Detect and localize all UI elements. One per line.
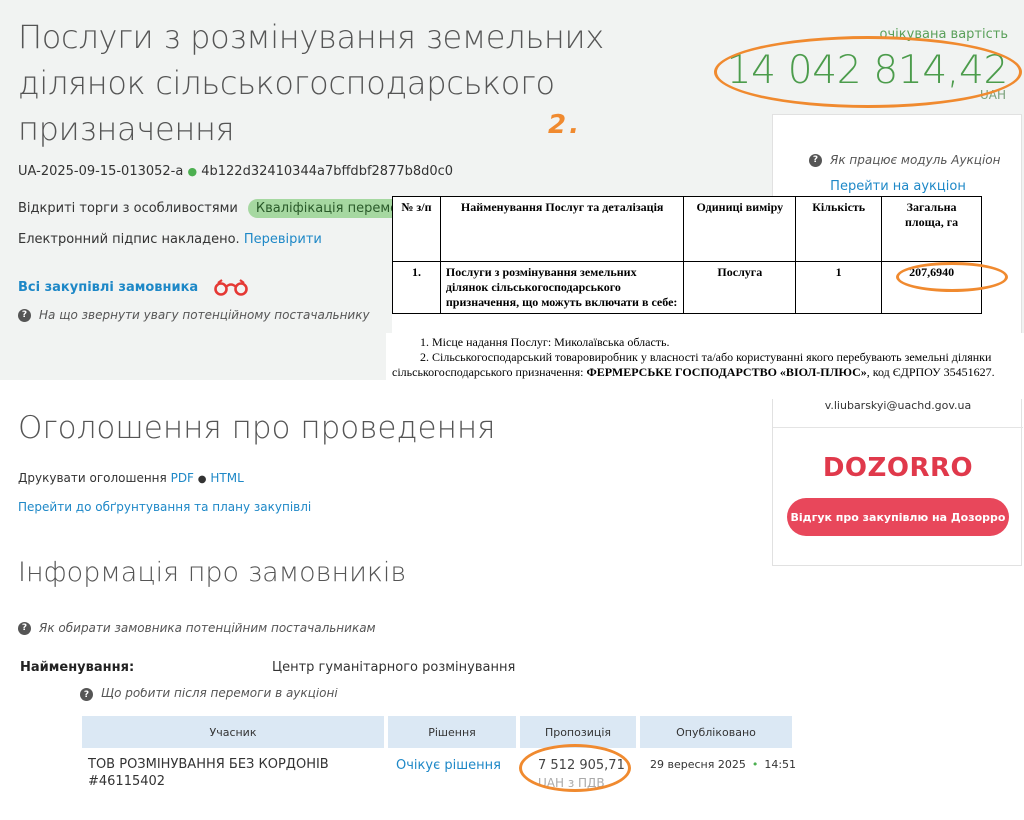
bids-header-decision: Рішення xyxy=(388,716,516,748)
verify-signature-link[interactable]: Перевірити xyxy=(243,232,322,247)
price-highlight-ellipse xyxy=(714,36,1022,108)
choose-customer-hint: Як обирати замовника потенційним постача… xyxy=(39,621,376,635)
how-auction-row[interactable]: ? Як працює модуль Аукціон xyxy=(809,153,1000,167)
bid-participant: ТОВ РОЗМІНУВАННЯ БЕЗ КОРДОНІВ #46115402 xyxy=(88,757,329,789)
tender-hash: 4b122d32410344a7bffdbf2877b8d0c0 xyxy=(201,164,454,179)
annotation-number: 2. xyxy=(548,110,582,140)
question-icon: ? xyxy=(809,153,822,167)
tender-title: Послуги з розмінування земельних ділянок… xyxy=(18,18,604,148)
go-to-auction-link[interactable]: Перейти на аукціон xyxy=(830,179,966,194)
print-announcement-line: Друкувати оголошення PDF ● HTML xyxy=(18,471,244,485)
tender-id: UA-2025-09-15-013052-a xyxy=(18,164,184,179)
doc-note-2: 2. Сільськогосподарський товаровиробник … xyxy=(392,350,1018,380)
doc-table-row: 1. Послуги з розмінування земельних діля… xyxy=(392,261,982,314)
doc-note-1: 1. Місце надання Послуг: Миколаївська об… xyxy=(420,335,670,349)
question-icon: ? xyxy=(18,621,31,635)
document-notes: 1. Місце надання Послуг: Миколаївська об… xyxy=(386,333,1024,399)
doc-row-qty: 1 xyxy=(795,261,883,314)
area-highlight-ellipse xyxy=(896,262,1008,292)
customer-name-value: Центр гуманітарного розмінування xyxy=(272,660,516,675)
doc-row-num: 1. xyxy=(392,261,441,314)
bid-date: 29 вересня 2025 xyxy=(650,758,746,771)
print-label: Друкувати оголошення xyxy=(18,471,167,485)
dozorro-logo: DOZORRO xyxy=(822,453,974,483)
bids-table: Учасник Рішення Пропозиція Опубліковано xyxy=(82,716,792,748)
bid-time: 14:51 xyxy=(764,758,797,771)
how-auction-text: Як працює модуль Аукціон xyxy=(830,153,1001,167)
doc-header-qty: Кількість xyxy=(795,196,883,262)
plan-justification-link[interactable]: Перейти до обґрунтування та плану закупі… xyxy=(18,500,312,514)
doc-row-name: Послуги з розмінування земельних ділянок… xyxy=(439,261,685,314)
question-icon: ? xyxy=(80,688,93,701)
tender-id-line: UA-2025-09-15-013052-a ● 4b122d32410344a… xyxy=(18,164,453,179)
bid-decision-link[interactable]: Очікує рішення xyxy=(396,758,501,773)
customer-name-row: Найменування: Центр гуманітарного розмін… xyxy=(20,660,515,675)
doc-row-unit: Послуга xyxy=(683,261,797,314)
procedure-type-line: Відкриті торги з особливостями Кваліфіка… xyxy=(18,199,435,218)
attention-hint-row[interactable]: ? На що звернути увагу потенційному пост… xyxy=(18,308,370,322)
customer-name-label: Найменування: xyxy=(20,660,135,675)
bids-header-published: Опубліковано xyxy=(640,716,792,748)
all-purchases-link[interactable]: Всі закупівлі замовника xyxy=(18,279,199,295)
bids-header-row: Учасник Рішення Пропозиція Опубліковано xyxy=(82,716,792,748)
bid-highlight-ellipse xyxy=(519,744,631,792)
announcement-title: Оголошення про проведення xyxy=(18,410,496,446)
all-purchases-row: Всі закупівлі замовника xyxy=(18,278,250,296)
document-excerpt-table: № з/п Найменування Послуг та деталізація… xyxy=(392,196,982,333)
customers-title: Інформація про замовників xyxy=(18,557,407,588)
separator-dot: ● xyxy=(187,165,198,178)
bid-published: 29 вересня 2025 • 14:51 xyxy=(650,758,796,771)
after-win-hint: Що робити після перемоги в аукціоні xyxy=(101,688,338,700)
doc-note-2-suffix: , код ЄДРПОУ 35451627. xyxy=(866,365,995,379)
procedure-type: Відкриті торги з особливостями xyxy=(18,201,238,216)
choose-customer-hint-row[interactable]: ? Як обирати замовника потенційним поста… xyxy=(18,621,376,635)
signature-text: Електронний підпис накладено. xyxy=(18,232,240,247)
attention-hint: На що звернути увагу потенційному постач… xyxy=(39,308,370,322)
doc-table-header-row: № з/п Найменування Послуг та деталізація… xyxy=(392,196,982,262)
print-pdf-link[interactable]: PDF xyxy=(170,471,194,485)
question-icon: ? xyxy=(18,308,31,322)
contact-email[interactable]: v.liubarskyi@uachd.gov.ua xyxy=(824,399,972,412)
status-badge: Кваліфікація переможця xyxy=(247,199,435,218)
bids-header-offer: Пропозиція xyxy=(520,716,636,748)
binoculars-icon[interactable] xyxy=(212,278,250,296)
card-divider xyxy=(773,427,1023,428)
doc-header-num: № з/п xyxy=(392,196,441,262)
doc-note-2-prefix: 2. Сільськогосподарський товаровиробник … xyxy=(392,350,992,379)
doc-header-unit: Одиниці виміру xyxy=(683,196,797,262)
after-win-hint-row[interactable]: ? Що робити після перемоги в аукціоні xyxy=(80,688,580,702)
separator-dot: ● xyxy=(197,474,207,485)
farm-name: ФЕРМЕРСЬКЕ ГОСПОДАРСТВО «ВІОЛ-ПЛЮС» xyxy=(586,365,867,379)
bid-row: ТОВ РОЗМІНУВАННЯ БЕЗ КОРДОНІВ #46115402 … xyxy=(82,716,796,816)
separator-dot: • xyxy=(751,758,759,771)
print-html-link[interactable]: HTML xyxy=(210,471,244,485)
doc-header-area: Загальна площа, га xyxy=(881,196,982,262)
signature-line: Електронний підпис накладено. Перевірити xyxy=(18,232,322,247)
bids-header-participant: Учасник xyxy=(82,716,384,748)
dozorro-review-button[interactable]: Відгук про закупівлю на Дозорро xyxy=(787,498,1009,536)
doc-header-name: Найменування Послуг та деталізація xyxy=(439,196,685,262)
